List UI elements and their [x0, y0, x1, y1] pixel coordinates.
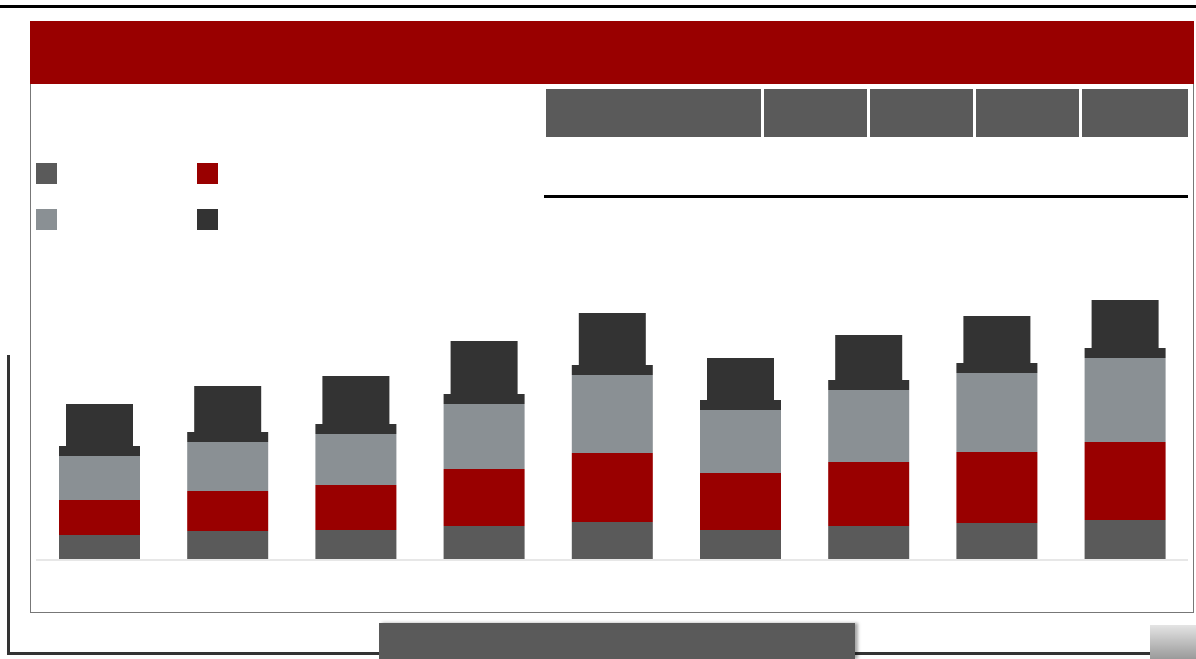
bar-segment-2-series-1 [187, 531, 269, 559]
bar-segment-6-series-2 [700, 473, 781, 530]
legend-swatch-2 [197, 163, 218, 184]
legend-swatch-4 [197, 209, 218, 230]
bar-segment-1-series-4 [59, 404, 140, 456]
bar-segment-4-series-4 [443, 341, 525, 404]
bar-segment-8-series-3 [956, 373, 1038, 452]
bar-segment-5-series-4 [571, 313, 653, 375]
bar-segment-4-series-1 [443, 526, 525, 559]
bar-segment-5-series-2 [571, 453, 653, 522]
bar-segment-6-series-1 [700, 530, 781, 559]
frame-left-border [7, 355, 10, 655]
bar-segment-1-series-2 [59, 500, 140, 535]
bar-segment-9-series-1 [1084, 520, 1166, 559]
bar-segment-3-series-2 [315, 485, 397, 530]
bar-segment-6-series-3 [700, 410, 781, 473]
bar-segment-2-series-4 [187, 386, 269, 442]
bar-segment-9-series-2 [1084, 442, 1166, 520]
table-header-cell-4 [976, 89, 1079, 137]
bar-segment-5-series-3 [571, 375, 653, 453]
table-header-cell-3 [870, 89, 973, 137]
header-band [30, 21, 1194, 84]
bar-segment-7-series-3 [828, 390, 910, 462]
corner-box [1150, 625, 1196, 659]
table-header-cell-2 [764, 89, 867, 137]
bar-segment-7-series-1 [828, 526, 910, 559]
bar-segment-8-series-4 [956, 316, 1038, 373]
bar-segment-3-series-4 [315, 376, 397, 434]
bar-segment-3-series-3 [315, 434, 397, 485]
table-header-cell-5 [1082, 89, 1188, 137]
bar-segment-2-series-3 [187, 442, 269, 491]
bar-segment-7-series-2 [828, 462, 910, 526]
footer-bar [379, 623, 855, 659]
bar-segment-4-series-2 [443, 469, 525, 526]
top-rule [0, 5, 1196, 8]
table-rule [544, 195, 1188, 198]
bar-segment-8-series-1 [956, 523, 1038, 559]
bar-segment-7-series-4 [828, 335, 910, 390]
bar-segment-9-series-3 [1084, 358, 1166, 442]
legend-swatch-1 [36, 163, 57, 184]
bar-segment-8-series-2 [956, 452, 1038, 523]
table-header-cell-1 [546, 89, 761, 137]
bar-segment-9-series-4 [1084, 300, 1166, 358]
bar-segment-1-series-3 [59, 456, 140, 500]
bar-segment-4-series-3 [443, 404, 525, 469]
bar-segment-2-series-2 [187, 491, 269, 531]
bar-segment-5-series-1 [571, 522, 653, 559]
bar-segment-3-series-1 [315, 530, 397, 559]
bar-segment-1-series-1 [59, 535, 140, 559]
legend-swatch-3 [36, 209, 57, 230]
bar-segment-6-series-4 [700, 358, 781, 410]
